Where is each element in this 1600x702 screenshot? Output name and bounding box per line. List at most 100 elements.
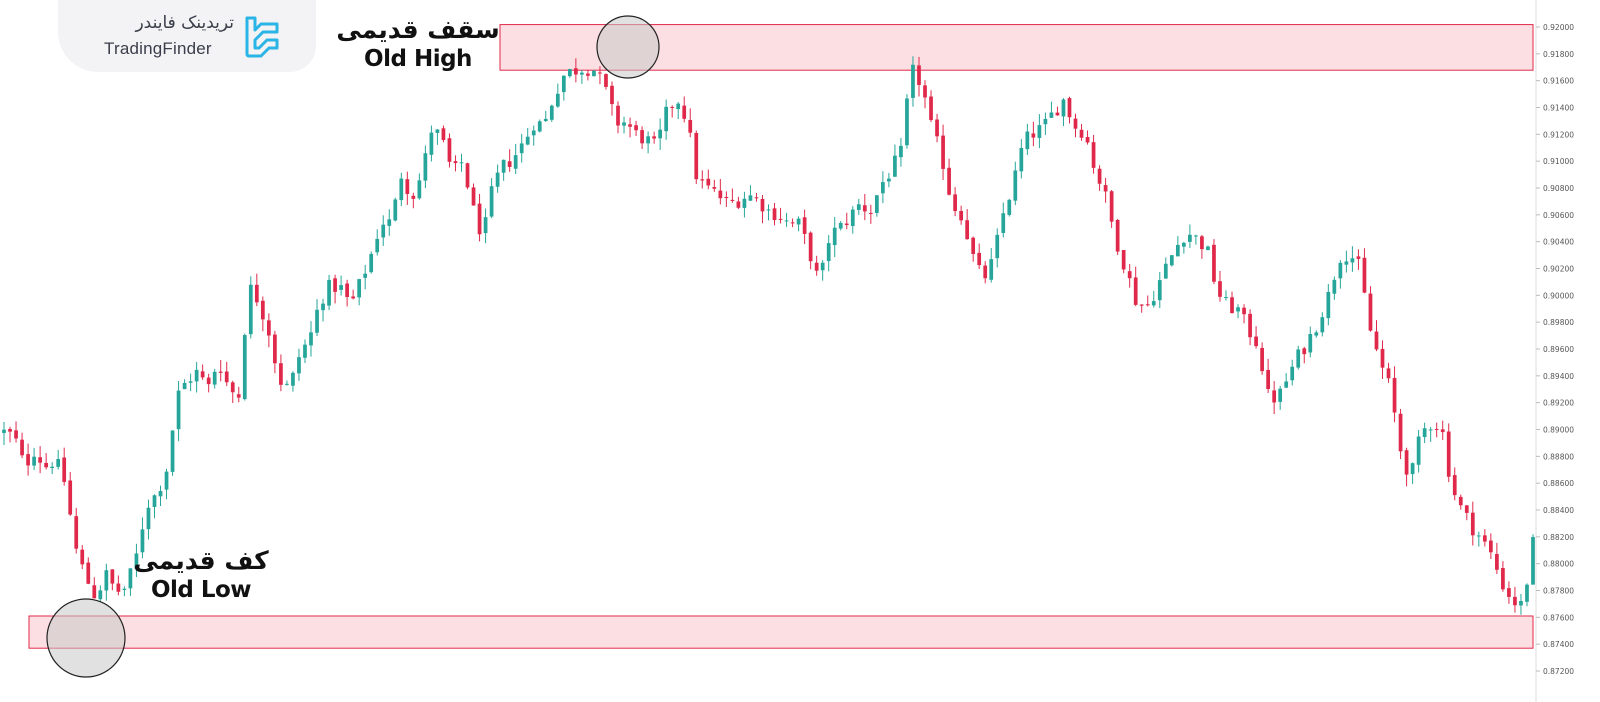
- candle-body: [965, 220, 970, 240]
- candle-body: [971, 237, 976, 254]
- candle-body: [1055, 112, 1060, 116]
- candle-body: [1470, 512, 1475, 536]
- candle-body: [441, 128, 446, 140]
- axis-tick-label: 0.90800: [1543, 184, 1574, 193]
- price-axis: 0.92000 0.91800 0.91600 0.91400 0.91200 0.910…: [1535, 0, 1574, 702]
- candle-body: [1531, 537, 1535, 585]
- candle-body: [772, 208, 777, 221]
- axis-tick-label: 0.91000: [1543, 157, 1574, 166]
- candle-body: [724, 196, 729, 199]
- candle-body: [1001, 213, 1006, 233]
- logo-panel: [58, 0, 316, 72]
- candle-body: [68, 480, 73, 515]
- candle-body: [273, 334, 277, 364]
- candle-body: [200, 371, 205, 378]
- candle-body: [1248, 313, 1252, 338]
- candle-body: [893, 155, 897, 177]
- old-low-circle: [46, 598, 126, 678]
- candle-body: [1410, 463, 1415, 475]
- candle-body: [1308, 333, 1313, 353]
- zones-layer: [28, 24, 1534, 649]
- axis-tick-label: 0.89000: [1543, 426, 1574, 435]
- candle-body: [712, 187, 717, 189]
- candle-body: [1458, 496, 1463, 506]
- candle-body: [868, 212, 873, 214]
- candle-body: [291, 372, 295, 386]
- candle-body: [561, 75, 566, 93]
- candle-body: [56, 459, 61, 467]
- candle-body: [1464, 505, 1469, 513]
- candle-body: [820, 262, 825, 271]
- candle-body: [929, 96, 933, 121]
- candle-body: [634, 125, 638, 131]
- candle-body: [754, 197, 759, 199]
- candle-body: [1446, 431, 1451, 477]
- candle-body: [1224, 297, 1228, 299]
- candle-body: [1272, 390, 1277, 403]
- candle-body: [1109, 191, 1114, 222]
- candle-body: [874, 195, 879, 213]
- candle-body: [1519, 600, 1523, 606]
- candle-body: [1320, 317, 1325, 333]
- candle-body: [333, 278, 337, 292]
- candle-body: [435, 129, 440, 133]
- candle-body: [1416, 436, 1421, 465]
- candle-body: [182, 382, 187, 390]
- candle-body: [911, 64, 915, 98]
- candle-body: [405, 179, 410, 194]
- candle-body: [1488, 540, 1493, 553]
- candle-body: [1350, 258, 1355, 263]
- candle-body: [881, 182, 885, 194]
- candle-body: [1067, 98, 1072, 118]
- candle-body: [537, 121, 542, 132]
- candle-body: [616, 105, 620, 126]
- candle-body: [1392, 377, 1397, 413]
- candle-body: [369, 253, 374, 273]
- candle-body: [1495, 553, 1499, 570]
- candle-body: [122, 588, 127, 590]
- candle-body: [670, 106, 675, 108]
- candle-body: [1127, 271, 1132, 279]
- candle-body: [1200, 236, 1204, 250]
- candle-body: [742, 198, 747, 208]
- axis-tick-label: 0.89600: [1543, 345, 1574, 354]
- candle-body: [953, 194, 957, 212]
- candle-body: [297, 357, 301, 374]
- candle-body: [706, 178, 711, 186]
- old-low-label-fa: کف قدیمی: [133, 546, 269, 575]
- candle-body: [2, 429, 6, 433]
- candle-body: [1302, 348, 1307, 355]
- candle-body: [110, 569, 115, 584]
- candle-body: [38, 457, 42, 463]
- axis-tick-label: 0.89800: [1543, 318, 1574, 327]
- axis-tick-label: 0.88600: [1543, 479, 1574, 488]
- candle-body: [658, 129, 663, 139]
- candle-body: [959, 210, 963, 221]
- axis-tick-label: 0.87200: [1543, 667, 1574, 676]
- candle-body: [555, 93, 560, 107]
- candle-body: [652, 136, 656, 139]
- candle-body: [1194, 235, 1198, 237]
- candle-body: [321, 303, 325, 311]
- candle-body: [646, 136, 650, 144]
- candle-body: [519, 143, 524, 154]
- axis-tick-label: 0.90600: [1543, 211, 1574, 220]
- candle-body: [212, 371, 217, 385]
- old-high-label-en: Old High: [364, 46, 472, 72]
- candle-body: [778, 218, 783, 220]
- candle-body: [1476, 535, 1481, 537]
- old-high-label: سقف قدیمی Old High: [330, 15, 506, 73]
- axis-tick-label: 0.92000: [1543, 23, 1574, 32]
- axis-tick-label: 0.87400: [1543, 640, 1574, 649]
- candle-body: [1266, 369, 1270, 389]
- candle-body: [513, 155, 518, 169]
- candle-body: [303, 344, 307, 358]
- candle-body: [1133, 277, 1138, 305]
- candle-body: [1284, 381, 1289, 388]
- candle-body: [507, 161, 512, 167]
- candle-body: [1452, 475, 1457, 496]
- candle-body: [1085, 136, 1090, 143]
- candle-body: [1121, 250, 1126, 270]
- candle-body: [1525, 584, 1529, 602]
- candle-body: [92, 585, 97, 599]
